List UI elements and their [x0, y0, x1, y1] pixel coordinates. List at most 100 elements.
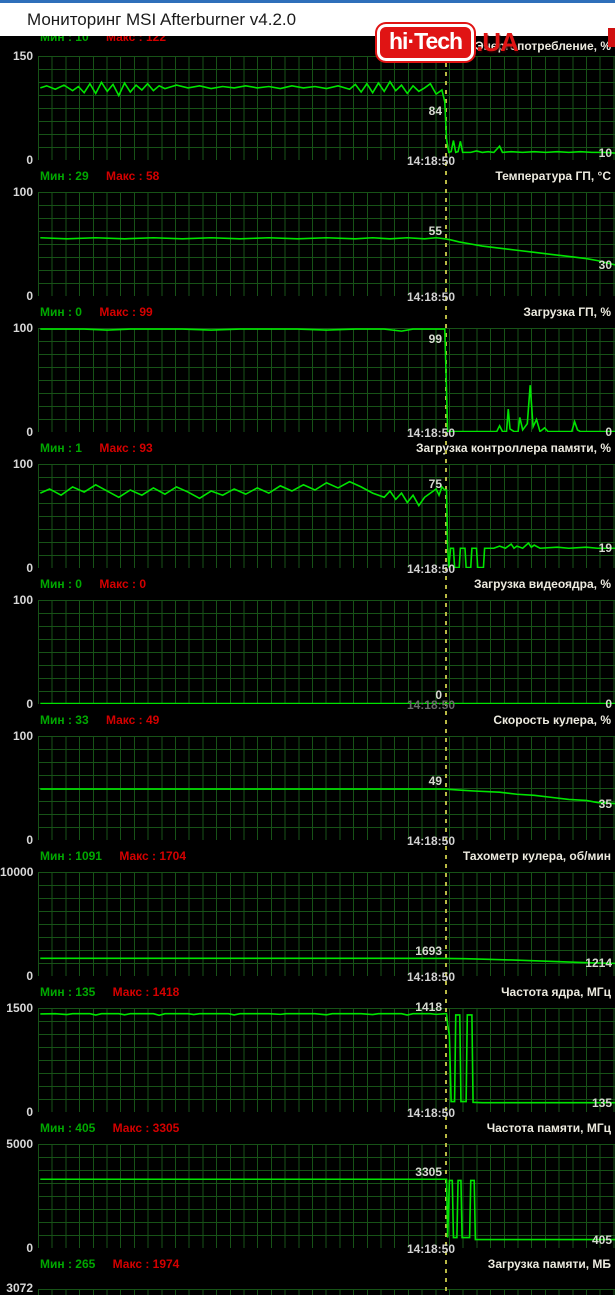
- chart-plot: 100 0 0 0 14:18:50: [0, 593, 615, 712]
- chart-plot: 1500 0 1418 135 14:18:50: [0, 1000, 615, 1120]
- cursor-value-label: 3305: [415, 1165, 442, 1179]
- minmax-stats: Мин : 33 Макс : 49: [40, 713, 159, 727]
- max-stat: Макс : 122: [105, 36, 167, 44]
- plot-grid: [38, 600, 615, 704]
- minmax-stats: Мин : 1 Макс : 93: [40, 441, 153, 455]
- chart-plot: 100 0 75 19 14:18:50: [0, 457, 615, 576]
- minmax-stats: Мин : 265 Макс : 1974: [40, 1257, 179, 1271]
- chart-title: Скорость кулера, %: [493, 713, 611, 727]
- chart-header: Мин : 0 Макс : 0 Загрузка видеоядра, %: [0, 568, 615, 600]
- max-stat: Макс : 58: [105, 169, 160, 183]
- chart-header: Мин : 1091 Макс : 1704 Тахометр кулера, …: [0, 840, 615, 872]
- y-axis-max-label: 100: [12, 729, 33, 743]
- latest-value-label: 405: [591, 1233, 612, 1247]
- chart-title: Загрузка памяти, МБ: [487, 1257, 611, 1271]
- chart-title: Температура ГП, °C: [495, 169, 611, 183]
- cursor-timestamp: 14:18:50: [406, 1242, 455, 1256]
- minmax-stats: Мин : 135 Макс : 1418: [40, 985, 179, 999]
- max-stat: Макс : 99: [99, 305, 153, 319]
- series-line: [38, 1008, 615, 1112]
- cursor-timestamp: 14:18:50: [406, 834, 455, 848]
- chart-header: Мин : 135 Макс : 1418 Частота ядра, МГц: [0, 976, 615, 1008]
- y-axis-max-label: 3072: [6, 1281, 33, 1295]
- y-axis-zero-label: 0: [26, 289, 33, 303]
- y-axis-zero-label: 0: [26, 153, 33, 167]
- chart-plot: 100 0 99 0 14:18:50: [0, 321, 615, 440]
- max-stat: Макс : 0: [99, 577, 146, 591]
- series-line: [38, 1144, 615, 1248]
- max-stat: Макс : 1418: [112, 985, 180, 999]
- minmax-stats: Мин : 405 Макс : 3305: [40, 1121, 179, 1135]
- cursor-timestamp: 14:18:50: [406, 426, 455, 440]
- y-axis-zero-label: 0: [26, 833, 33, 847]
- chart-title: Частота ядра, МГц: [501, 985, 611, 999]
- minmax-stats: Мин : 29 Макс : 58: [40, 169, 159, 183]
- chart-plot: 3072: [0, 1280, 615, 1295]
- plot-grid: [38, 1289, 615, 1295]
- y-axis-zero-label: 0: [26, 561, 33, 575]
- y-axis-max-label: 5000: [6, 1137, 33, 1151]
- chart-core-clock: Мин : 135 Макс : 1418 Частота ядра, МГц …: [0, 976, 615, 1120]
- chart-gpu-usage: Мин : 0 Макс : 99 Загрузка ГП, % 100 0 9…: [0, 296, 615, 440]
- series-line: [38, 872, 615, 976]
- min-stat: Мин : 33: [40, 713, 89, 727]
- series-line: [38, 600, 615, 704]
- latest-value-label: 1214: [585, 956, 612, 970]
- cursor-timestamp: 14:18:50: [406, 562, 455, 576]
- chart-header: Мин : 29 Макс : 58 Температура ГП, °C: [0, 160, 615, 192]
- chart-title: Частота памяти, МГц: [486, 1121, 611, 1135]
- chart-header: Мин : 405 Макс : 3305 Частота памяти, МГ…: [0, 1112, 615, 1144]
- plot-grid: [38, 192, 615, 296]
- y-axis-zero-label: 0: [26, 1241, 33, 1255]
- hitech-logo-ua: .UA: [476, 27, 519, 57]
- min-stat: Мин : 265: [40, 1257, 96, 1271]
- cursor-timestamp: 14:18:50: [406, 1106, 455, 1120]
- max-stat: Макс : 93: [99, 441, 153, 455]
- latest-value-label: 35: [598, 797, 612, 811]
- series-line: [38, 328, 615, 432]
- latest-value-label: 19: [598, 541, 612, 555]
- minmax-stats: Мин : 1091 Макс : 1704: [40, 849, 186, 863]
- cursor-value-label: 49: [428, 774, 442, 788]
- cursor-value-label: 84: [428, 104, 442, 118]
- chart-fan-speed: Мин : 33 Макс : 49 Скорость кулера, % 10…: [0, 704, 615, 848]
- hitech-logo-box: hi·Tech: [377, 24, 475, 61]
- plot-grid: [38, 464, 615, 568]
- max-stat: Макс : 3305: [112, 1121, 180, 1135]
- chart-plot: 150 0 84 10 14:18:50: [0, 49, 615, 168]
- plot-grid: [38, 328, 615, 432]
- chart-gpu-temp: Мин : 29 Макс : 58 Температура ГП, °C 10…: [0, 160, 615, 304]
- min-stat: Мин : 29: [40, 169, 89, 183]
- chart-header: Мин : 1 Макс : 93 Загрузка контроллера п…: [0, 432, 615, 464]
- min-stat: Мин : 0: [40, 577, 82, 591]
- hitech-ua-logo: hi·Tech .UA: [377, 24, 519, 61]
- series-line: [38, 736, 615, 840]
- monitoring-graphs-area: Мин : 10 Макс : 122 Энергопотребление, %…: [0, 36, 615, 1295]
- chart-title: Энергопотребление, %: [475, 39, 611, 53]
- y-axis-zero-label: 0: [26, 969, 33, 983]
- plot-grid: [38, 56, 615, 160]
- cursor-value-label: 1418: [415, 1000, 442, 1014]
- y-axis-max-label: 150: [12, 49, 33, 63]
- min-stat: Мин : 10: [40, 36, 89, 44]
- chart-header: Мин : 265 Макс : 1974 Загрузка памяти, М…: [0, 1248, 615, 1280]
- chart-plot: 100 0 55 30 14:18:50: [0, 185, 615, 304]
- max-stat: Макс : 1704: [119, 849, 187, 863]
- y-axis-max-label: 100: [12, 457, 33, 471]
- window-titlebar[interactable]: Мониторинг MSI Afterburner v4.2.0: [0, 0, 615, 36]
- min-stat: Мин : 0: [40, 305, 82, 319]
- cursor-timestamp: 14:18:50: [406, 698, 455, 712]
- cursor-value-label: 1693: [415, 944, 442, 958]
- y-axis-zero-label: 0: [26, 1105, 33, 1119]
- chart-fan-tach: Мин : 1091 Макс : 1704 Тахометр кулера, …: [0, 840, 615, 984]
- series-line: [38, 192, 615, 296]
- chart-title: Тахометр кулера, об/мин: [462, 849, 611, 863]
- min-stat: Мин : 1091: [40, 849, 102, 863]
- chart-plot: 5000 0 3305 405 14:18:50: [0, 1137, 615, 1256]
- chart-header: Мин : 33 Макс : 49 Скорость кулера, %: [0, 704, 615, 736]
- chart-header: Мин : 0 Макс : 99 Загрузка ГП, %: [0, 296, 615, 328]
- latest-value-label: 135: [591, 1096, 612, 1110]
- minmax-stats: Мин : 10 Макс : 122: [40, 36, 166, 44]
- min-stat: Мин : 405: [40, 1121, 96, 1135]
- min-stat: Мин : 135: [40, 985, 96, 999]
